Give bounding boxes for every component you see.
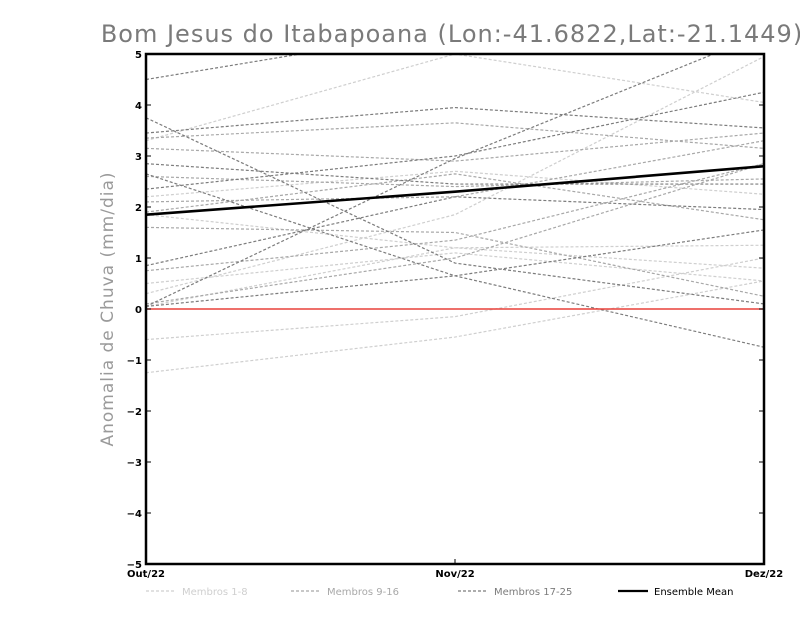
member-line-21: [146, 106, 764, 134]
legend-label: Ensemble Mean: [654, 587, 733, 598]
x-tick-label: Out/22: [127, 569, 165, 580]
y-tick-label: −2: [127, 407, 142, 418]
chart-legend: Membros 1-8 Membros 9-16 Membros 17-25 Ense…: [146, 587, 733, 598]
legend-label: Membros 9-16: [327, 587, 399, 598]
member-line-13: [146, 175, 764, 188]
member-line-12: [146, 173, 764, 221]
y-tick-label: −1: [127, 356, 142, 367]
x-axis-ticks: Out/22 Nov/22 Dez/22: [127, 559, 783, 580]
y-tick-label: 1: [135, 254, 142, 265]
member-line-23: [146, 196, 764, 267]
y-tick-label: 4: [135, 101, 142, 112]
chart-title: Bom Jesus do Itabapoana (Lon:-41.6822,La…: [101, 20, 800, 48]
member-line-1: [146, 280, 764, 374]
member-line-5: [146, 56, 764, 295]
legend-label: Membros 1-8: [182, 587, 248, 598]
member-line-3: [146, 244, 764, 308]
member-line-11: [146, 163, 764, 272]
y-tick-label: −4: [127, 509, 142, 520]
member-line-8: [146, 252, 764, 285]
member-line-22: [146, 91, 764, 190]
member-line-20: [146, 54, 716, 307]
x-tick-label: Nov/22: [435, 569, 474, 580]
member-line-6: [146, 170, 764, 198]
ensemble-mean-line: [145, 164, 765, 216]
y-tick-label: 0: [135, 305, 142, 316]
member-line-10: [146, 132, 764, 162]
y-axis-label: Anomalia de Chuva (mm/dia): [98, 171, 118, 446]
member-line-7: [146, 54, 764, 142]
member-line-17: [146, 117, 764, 305]
y-axis-ticks: −5 −4 −3 −2 −1 0 1 2 3 4 5: [127, 50, 764, 571]
x-tick-label: Dez/22: [745, 569, 784, 580]
member-line-15: [146, 122, 764, 149]
y-tick-label: 2: [135, 203, 142, 214]
member-line-24: [146, 229, 764, 308]
y-tick-label: −3: [127, 458, 142, 469]
y-tick-label: 3: [135, 152, 142, 163]
member-series-group: [146, 54, 764, 374]
member-line-25: [146, 163, 764, 185]
legend-label: Membros 17-25: [494, 587, 572, 598]
member-line-14: [146, 163, 764, 305]
member-line-4: [146, 214, 764, 269]
y-tick-label: 5: [135, 50, 142, 61]
y-tick-label: −5: [127, 560, 142, 571]
